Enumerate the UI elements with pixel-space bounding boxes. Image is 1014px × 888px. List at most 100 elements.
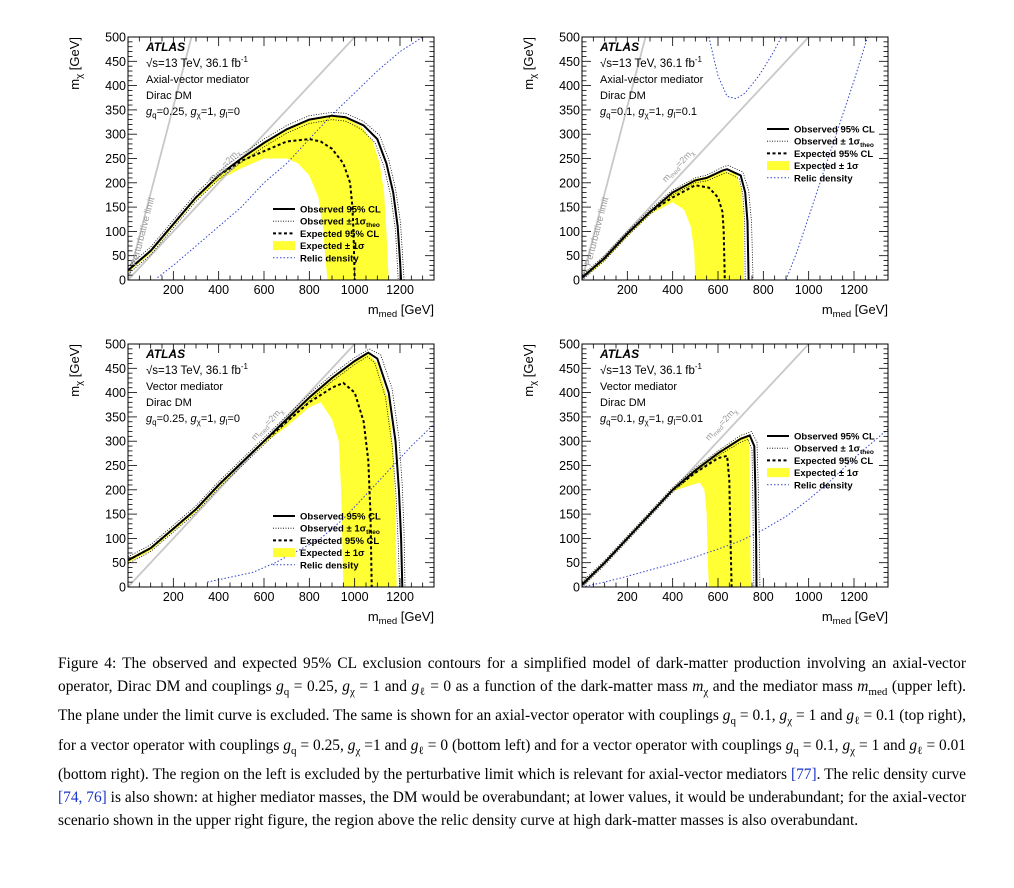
dm-label: Dirac DM (600, 397, 646, 409)
x-axis-title: mmed [GeV] (822, 302, 888, 320)
caption-math: g (909, 736, 918, 754)
citation-link[interactable]: [74, 76] (58, 789, 107, 807)
observed-down-curve (582, 172, 746, 280)
legend-label: Observed 95% CL (300, 205, 381, 216)
legend-label: Relic density (300, 253, 359, 264)
y-tick-label: 200 (105, 483, 126, 497)
y-tick-label: 0 (119, 581, 126, 595)
legend-label: Observed ± 1σtheo (300, 217, 380, 230)
mediator-label: Axial-vector mediator (146, 74, 250, 86)
energy-lumi-label: √s=13 TeV, 36.1 fb-1 (146, 362, 249, 377)
y-axis-title: mχ [GeV] (521, 344, 539, 397)
y-tick-label: 100 (559, 225, 580, 239)
diagonal-annotation: mmed=2mχ (660, 147, 697, 186)
x-tick-label: 200 (617, 590, 638, 604)
legend-label: Expected 95% CL (300, 536, 379, 547)
y-tick-label: 400 (105, 386, 126, 400)
y-tick-label: 500 (105, 31, 126, 45)
observed-limit-curve (582, 434, 758, 587)
y-tick-label: 50 (566, 556, 580, 570)
legend-swatch-expected-band (767, 161, 789, 171)
y-tick-label: 350 (559, 103, 580, 117)
plot-area (582, 344, 888, 587)
expected-limit-curve (582, 454, 733, 587)
plot-vector-gq01: 200 400 600 800 1000 1200 0 50 100 150 200 250 300 35… (521, 338, 889, 627)
y-tick-label: 150 (559, 508, 580, 522)
y-tick-label: 450 (105, 55, 126, 69)
x-tick-label: 600 (254, 283, 275, 297)
observed-up-curve (128, 348, 406, 587)
caption-math: g (276, 678, 284, 696)
observed-limit-curve (128, 114, 403, 280)
plot-area (582, 37, 869, 280)
legend-swatch-expected-band (273, 548, 295, 558)
legend-swatch-expected-band (767, 468, 789, 478)
expected-band (128, 353, 397, 587)
caption-subscript: q (793, 744, 799, 757)
x-tick-label: 200 (163, 590, 184, 604)
caption-subscript: χ (850, 744, 856, 757)
caption-math: g (411, 678, 420, 696)
dm-label: Dirac DM (146, 397, 192, 409)
x-tick-label: 800 (753, 590, 774, 604)
atlas-label: ATLAS (145, 40, 185, 54)
caption-subscript: χ (355, 744, 361, 757)
caption-math: g (722, 707, 731, 725)
caption-subscript: χ (787, 715, 793, 728)
y-tick-label: 100 (105, 225, 126, 239)
y-tick-label: 0 (573, 581, 580, 595)
y-tick-label: 200 (105, 176, 126, 190)
caption-subscript: χ (703, 686, 709, 699)
y-tick-label: 450 (105, 362, 126, 376)
observed-limit-curve (128, 351, 404, 587)
couplings-label: gq=0.1, gχ=1, gl=0.1 (600, 106, 697, 120)
caption-subscript: q (730, 715, 737, 728)
y-axis-title: mχ [GeV] (67, 344, 85, 397)
x-tick-label: 1000 (341, 590, 369, 604)
dm-label: Dirac DM (146, 90, 192, 102)
caption-math: g (842, 736, 851, 754)
x-tick-label: 200 (163, 283, 184, 297)
x-tick-label: 800 (299, 283, 320, 297)
y-tick-label: 250 (105, 152, 126, 166)
x-axis-title: mmed [GeV] (368, 302, 434, 320)
legend-label: Expected 95% CL (300, 229, 379, 240)
y-tick-label: 300 (559, 435, 580, 449)
legend-label: Relic density (794, 173, 853, 184)
caption-subscript: χ (349, 686, 355, 699)
x-tick-label: 600 (254, 590, 275, 604)
caption-math: m (857, 678, 869, 696)
couplings-label: gq=0.1, gχ=1, gl=0.01 (600, 413, 703, 427)
plot-area (128, 344, 434, 587)
y-tick-label: 500 (559, 338, 580, 352)
x-tick-label: 400 (662, 590, 683, 604)
caption-subscript: ℓ (419, 686, 426, 699)
y-tick-label: 350 (105, 103, 126, 117)
energy-lumi-label: √s=13 TeV, 36.1 fb-1 (600, 362, 703, 377)
expected-band (582, 436, 751, 587)
legend-label: Expected 95% CL (794, 149, 873, 160)
legend-label: Expected ± 1σ (300, 241, 365, 252)
atlas-label: ATLAS (599, 40, 639, 54)
caption-subscript: q (283, 686, 290, 699)
y-tick-label: 150 (559, 201, 580, 215)
x-tick-label: 800 (299, 590, 320, 604)
y-tick-label: 300 (105, 435, 126, 449)
y-tick-label: 300 (559, 128, 580, 142)
atlas-label: ATLAS (599, 347, 639, 361)
y-tick-label: 0 (573, 274, 580, 288)
x-tick-label: 600 (708, 283, 729, 297)
diagonal-2m-line (582, 37, 810, 280)
x-tick-label: 1000 (341, 283, 369, 297)
x-tick-label: 1200 (386, 590, 414, 604)
legend-label: Observed ± 1σtheo (300, 524, 380, 537)
relic-density-curve (157, 37, 423, 278)
citation-link[interactable]: [77] (790, 766, 817, 784)
y-tick-label: 50 (112, 556, 126, 570)
y-tick-label: 150 (105, 201, 126, 215)
plot-axial-gq01: 200 400 600 800 1000 1200 0 50 100 150 200 250 300 35… (521, 31, 889, 320)
caption-math: g (283, 736, 291, 754)
observed-down-curve (128, 356, 400, 587)
plot-axial-gq025: 200 400 600 800 1000 1200 0 50 100 150 200 250 300 35… (67, 31, 435, 320)
